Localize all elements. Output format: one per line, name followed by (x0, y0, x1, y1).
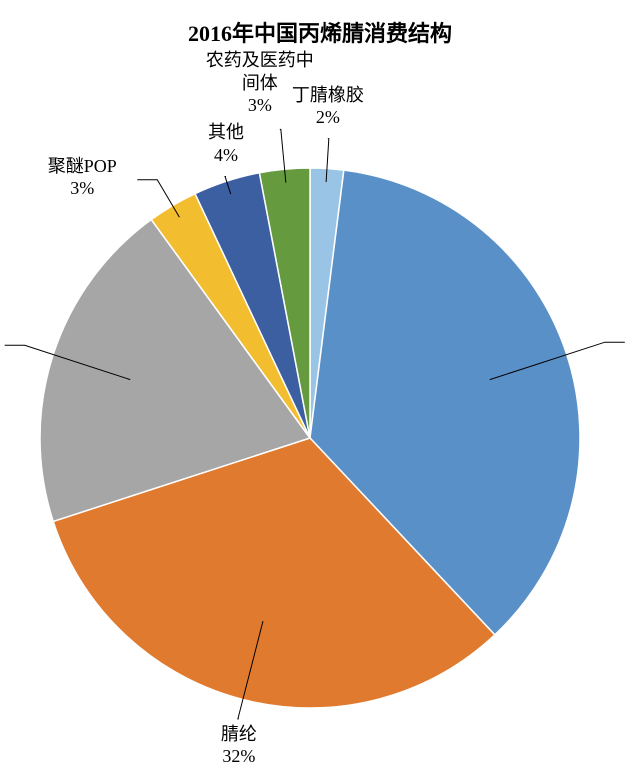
slice-label-pop: 聚醚POP3% (32, 155, 132, 200)
slice-label-abs: ABS36% (630, 317, 640, 362)
slice-label-pct: 32% (204, 745, 274, 768)
slice-label-name: 其他 (196, 121, 256, 144)
slice-label-pct: 3% (190, 94, 330, 117)
chart-title: 2016年中国丙烯腈消费结构 (0, 0, 640, 48)
pie-svg (0, 48, 640, 748)
slice-label-name: 腈纶 (204, 723, 274, 746)
slice-label-name: ABS (630, 317, 640, 340)
pie-chart: 丁腈橡胶2%ABS36%腈纶32%聚丙烯酰胺20%聚醚POP3%其他4%农药及医… (0, 48, 640, 748)
slice-label-name: 农药及医药中 (190, 49, 330, 72)
slice-label-pct: 3% (32, 177, 132, 200)
slice-label-name: 间体 (190, 72, 330, 95)
slice-label-nongyao: 农药及医药中间体3% (190, 49, 330, 117)
slice-label-pct: 4% (196, 144, 256, 167)
slice-label-other: 其他4% (196, 121, 256, 166)
slice-label-name: 聚醚POP (32, 155, 132, 178)
slice-label-pct: 36% (630, 340, 640, 363)
slice-label-jinglu: 腈纶32% (204, 723, 274, 768)
